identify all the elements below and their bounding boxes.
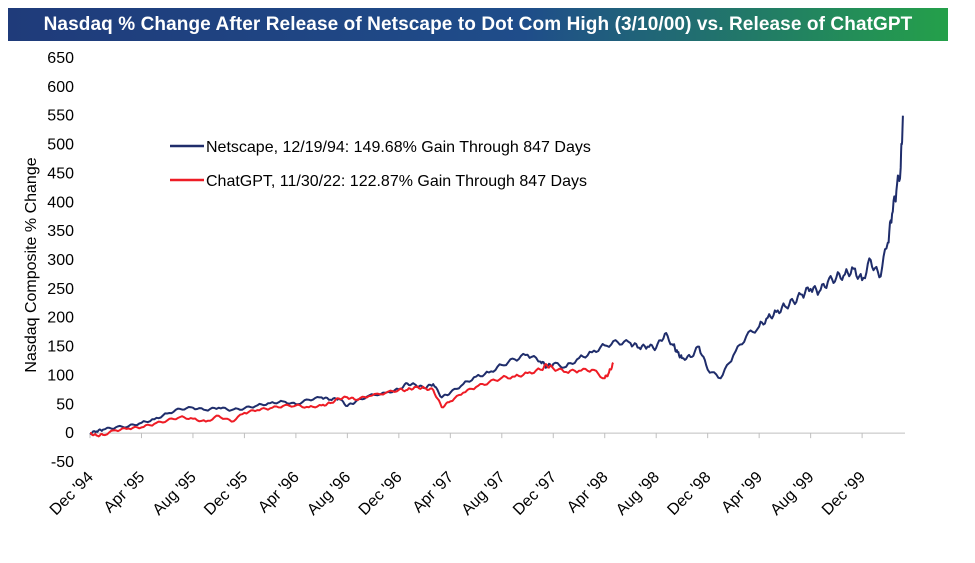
x-tick-label: Apr '95 [101,469,149,517]
y-tick-label: 50 [56,396,74,413]
x-tick-label: Dec '95 [201,469,251,519]
x-tick-label: Aug '99 [767,469,817,519]
x-tick-label: Apr '98 [564,469,612,517]
series-lines [89,115,904,438]
x-tick-label: Dec '98 [664,469,714,519]
x-tick-label: Apr '97 [410,469,458,517]
y-tick-label: 650 [47,50,74,67]
x-tick-label: Aug '98 [613,469,663,519]
y-tick-label: -50 [51,454,74,471]
y-tick-label: 300 [47,252,74,269]
y-tick-label: 500 [47,137,74,154]
y-tick-label: 150 [47,339,74,356]
y-tick-label: 350 [47,223,74,240]
x-tick-label: Dec '96 [356,469,406,519]
x-tick-label: Dec '99 [819,469,869,519]
y-tick-label: 450 [47,165,74,182]
series-line-chatgpt [90,361,615,438]
x-tick-label: Dec '94 [47,469,97,519]
x-axis: Dec '94 Apr '95 Aug '95 Dec '95 Apr '96 Aug '… [47,433,869,519]
x-tick-label: Apr '96 [255,469,303,517]
y-tick-label: 600 [47,79,74,96]
y-tick-label: 0 [65,425,74,442]
legend-label: Netscape, 12/19/94: 149.68% Gain Through… [206,139,591,156]
y-tick-label: 250 [47,281,74,298]
x-tick-label: Apr '99 [718,469,766,517]
legend-label: ChatGPT, 11/30/22: 122.87% Gain Through … [206,173,587,190]
y-tick-label: 200 [47,310,74,327]
chart-title: Nasdaq % Change After Release of Netscap… [43,13,913,35]
series-line-netscape [89,115,904,435]
y-tick-label: 400 [47,194,74,211]
x-tick-label: Dec '97 [510,469,560,519]
y-tick-label: 100 [47,367,74,384]
y-tick-label: 550 [47,108,74,125]
x-tick-label: Aug '95 [150,469,200,519]
legend: Netscape, 12/19/94: 149.68% Gain Through… [170,139,591,190]
y-axis: -50 0 50 100 150 200 250 300 350 400 450 500 550 600 6… [47,50,74,471]
x-tick-label: Aug '97 [459,469,509,519]
y-axis-title: Nasdaq Composite % Change [23,157,40,372]
x-tick-label: Aug '96 [304,469,354,519]
chart-title-bar: Nasdaq % Change After Release of Netscap… [8,8,948,41]
